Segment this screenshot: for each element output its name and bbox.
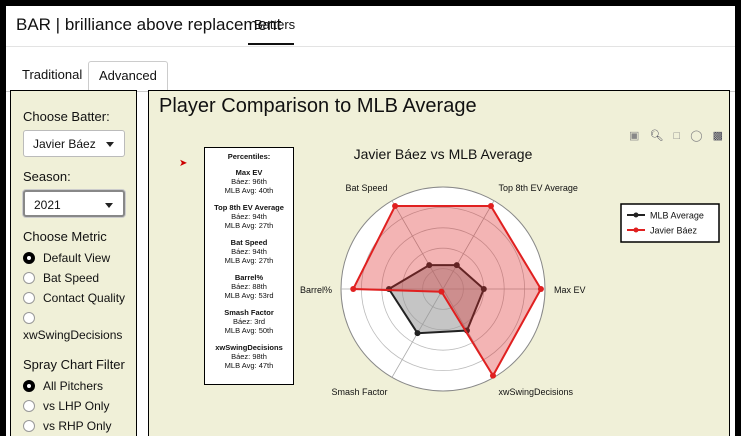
- radio-selected-icon[interactable]: [23, 380, 35, 392]
- percentile-metric: Top 8th EV Average: [214, 203, 284, 212]
- spray-option-all-pitchers[interactable]: All Pitchers: [23, 379, 103, 393]
- series-point: [487, 202, 494, 209]
- tab-advanced[interactable]: Advanced: [88, 61, 168, 92]
- radio-label: vs RHP Only: [43, 419, 112, 433]
- nav-tab-active-indicator: [248, 43, 294, 45]
- legend-label: Javier Báez: [650, 226, 698, 236]
- radio-icon[interactable]: [23, 272, 35, 284]
- chevron-down-icon: [105, 203, 113, 208]
- mouse-cursor-icon: ➤: [179, 158, 188, 169]
- spray-option-vs-lhp[interactable]: vs LHP Only: [23, 399, 109, 413]
- percentile-player: Báez: 3rd: [232, 317, 266, 326]
- radio-label: Bat Speed: [43, 271, 100, 285]
- percentile-avg: MLB Avg: 40th: [224, 186, 274, 195]
- series-point: [537, 286, 544, 292]
- percentiles-heading: Percentiles:: [227, 152, 271, 161]
- spray-chart-filter-label: Spray Chart Filter: [23, 357, 125, 372]
- choose-batter-label: Choose Batter:: [23, 109, 110, 124]
- legend-marker: [633, 212, 639, 218]
- percentile-player: Báez: 94th: [231, 247, 267, 256]
- percentile-group: Bat Speed Báez: 94th MLB Avg: 27th: [205, 238, 293, 265]
- axis-label: Smash Factor: [331, 387, 387, 397]
- radio-label: All Pitchers: [43, 379, 104, 393]
- radio-label: Default View: [43, 251, 111, 265]
- radio-icon[interactable]: [23, 292, 35, 304]
- series-point: [392, 202, 399, 209]
- radio-selected-icon[interactable]: [23, 252, 35, 264]
- axis-label: xwSwingDecisions: [499, 387, 574, 397]
- axis-label: Max EV: [554, 285, 586, 295]
- percentile-group: Smash Factor Báez: 3rd MLB Avg: 50th: [205, 308, 293, 335]
- percentile-avg: MLB Avg: 53rd: [224, 291, 274, 300]
- metric-option-bat-speed[interactable]: Bat Speed: [23, 271, 99, 285]
- percentile-group: Barrel% Báez: 88th MLB Avg: 53rd: [205, 273, 293, 300]
- camera-icon[interactable]: ▣: [629, 130, 640, 142]
- season-select-value: 2021: [34, 198, 61, 212]
- plot-toolbar: ▣ 🔍︎ □ ◯ ▩: [622, 129, 723, 142]
- batter-select-value: Javier Báez: [33, 137, 96, 151]
- radio-icon[interactable]: [23, 312, 35, 324]
- box-select-icon[interactable]: □: [673, 130, 681, 142]
- radio-label: xwSwingDecisions: [23, 328, 123, 342]
- radio-icon[interactable]: [23, 420, 35, 432]
- app-brand[interactable]: BAR | brilliance above replacement: [16, 15, 282, 34]
- legend-marker: [633, 227, 639, 233]
- percentile-metric: Barrel%: [234, 273, 264, 282]
- series-point: [350, 286, 357, 292]
- percentile-metric: Smash Factor: [224, 308, 274, 317]
- series-point: [453, 262, 460, 269]
- percentile-avg: MLB Avg: 50th: [224, 326, 274, 335]
- season-label: Season:: [23, 169, 71, 184]
- plotly-logo-icon[interactable]: ▩: [712, 130, 723, 142]
- page-title: Player Comparison to MLB Average: [159, 95, 477, 117]
- zoom-icon[interactable]: 🔍︎: [649, 130, 664, 142]
- percentile-avg: MLB Avg: 27th: [224, 256, 274, 265]
- tab-traditional[interactable]: Traditional: [22, 67, 83, 82]
- spray-option-vs-rhp[interactable]: vs RHP Only: [23, 419, 111, 433]
- axis-label: Top 8th EV Average: [499, 183, 578, 193]
- axis-label: Barrel%: [300, 285, 332, 295]
- choose-metric-label: Choose Metric: [23, 229, 107, 244]
- percentiles-box: Percentiles: Max EV Báez: 96th MLB Avg: …: [204, 147, 294, 385]
- series-point: [414, 330, 421, 337]
- main-panel: Player Comparison to MLB Average ▣ 🔍︎ □ …: [148, 90, 730, 436]
- chart-title: Javier Báez vs MLB Average: [354, 146, 533, 162]
- percentile-group: Max EV Báez: 96th MLB Avg: 40th: [205, 168, 293, 195]
- sidebar-panel: Choose Batter: Javier Báez Season: 2021 …: [10, 90, 137, 436]
- legend-label: MLB Average: [650, 211, 704, 221]
- season-select[interactable]: 2021: [23, 190, 125, 217]
- percentile-avg: MLB Avg: 27th: [224, 221, 274, 230]
- navbar: BAR | brilliance above replacement Batte…: [6, 6, 735, 47]
- series-point: [426, 262, 433, 269]
- lasso-icon[interactable]: ◯: [690, 130, 703, 142]
- percentile-group: xwSwingDecisions Báez: 98th MLB Avg: 47t…: [205, 343, 293, 370]
- radio-label: vs LHP Only: [43, 399, 110, 413]
- batter-select[interactable]: Javier Báez: [23, 130, 125, 157]
- metric-option-contact-quality[interactable]: Contact Quality: [23, 291, 125, 305]
- radio-icon[interactable]: [23, 400, 35, 412]
- percentile-avg: MLB Avg: 47th: [224, 361, 274, 370]
- metric-option-xwswingdecisions[interactable]: xwSwingDecisions: [23, 311, 122, 342]
- legend-box: [620, 203, 720, 243]
- percentile-metric: xwSwingDecisions: [215, 343, 283, 352]
- percentile-metric: Bat Speed: [230, 238, 268, 247]
- metric-option-default-view[interactable]: Default View: [23, 251, 110, 265]
- chevron-down-icon: [106, 142, 114, 147]
- app-frame: BAR | brilliance above replacement Batte…: [6, 6, 735, 436]
- percentile-player: Báez: 94th: [231, 212, 267, 221]
- series-point: [489, 372, 496, 379]
- radar-chart[interactable]: Javier Báez vs MLB Average Max EV Top 8th …: [149, 91, 729, 436]
- nav-tab-batters[interactable]: Batters: [254, 17, 296, 32]
- radio-label: Contact Quality: [43, 291, 126, 305]
- percentile-group: Top 8th EV Average Báez: 94th MLB Avg: 2…: [205, 203, 293, 230]
- percentile-metric: Max EV: [235, 168, 263, 177]
- series-point: [438, 288, 445, 295]
- percentile-player: Báez: 98th: [231, 352, 267, 361]
- percentile-player: Báez: 88th: [231, 282, 267, 291]
- series-point: [480, 286, 487, 292]
- axis-label: Bat Speed: [345, 183, 387, 193]
- percentile-player: Báez: 96th: [231, 177, 267, 186]
